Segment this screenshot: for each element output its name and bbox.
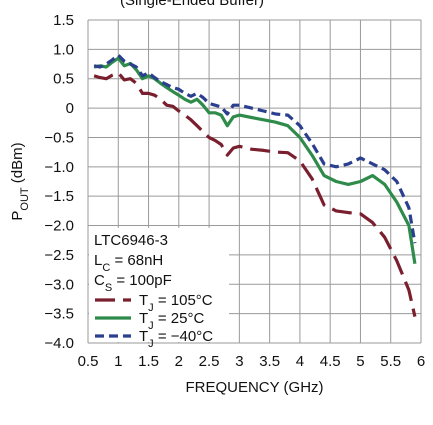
x-tick-label: 6 [417, 353, 425, 370]
y-axis-label: POUT (dBm) [9, 142, 31, 220]
condition-label-0: LTC6946-3 [94, 232, 168, 249]
y-tick-label: −1.5 [44, 188, 74, 205]
x-tick-label: 4 [296, 353, 304, 370]
grid-layer [87, 19, 422, 344]
y-tick-label: −2.5 [44, 247, 74, 264]
condition-label-1: LC = 68nH [94, 252, 163, 274]
x-tick-label: 3 [235, 353, 243, 370]
y-tick-label: 1.0 [53, 41, 74, 58]
legend-label-0: TJ = 105°C [139, 292, 213, 314]
x-axis-label: FREQUENCY (GHz) [185, 379, 323, 396]
x-tick-label: 2.5 [199, 353, 220, 370]
y-tick-label: −4.0 [44, 335, 74, 352]
x-tick-label: 3.5 [259, 353, 280, 370]
series-layer [93, 53, 417, 317]
legend-label-1: TJ = 25°C [139, 310, 204, 332]
x-tick-label: 1 [114, 353, 122, 370]
legend-box [89, 228, 229, 342]
chart-title: (Single-Ended Buffer) [120, 0, 264, 9]
x-tick-label: 5.5 [380, 353, 401, 370]
axis-layer: 1.5 1.0 0.5 0 −0.5 −1.0 −1.5 −2.0 −2.5 −3.0 −3.5 −4… [9, 12, 425, 396]
y-tick-label: 1.5 [53, 12, 74, 29]
x-tick-label: 5 [356, 353, 364, 370]
x-tick-label: 2 [175, 353, 183, 370]
y-tick-label: −1.0 [44, 159, 74, 176]
y-tick-label: 0.5 [53, 71, 74, 88]
y-tick-label: −3.0 [44, 276, 74, 293]
y-tick-label: 0 [66, 100, 74, 117]
x-tick-label: 0.5 [78, 353, 99, 370]
legend-label-2: TJ = −40°C [139, 328, 213, 350]
series-line-0 [93, 71, 417, 317]
series-line-2 [93, 53, 417, 244]
y-tick-label: −3.5 [44, 306, 74, 323]
y-tick-label: −2.0 [44, 218, 74, 235]
x-tick-label: 4.5 [320, 353, 341, 370]
x-tick-label: 1.5 [138, 353, 159, 370]
y-tick-label: −0.5 [44, 129, 74, 146]
condition-label-2: CS = 100pF [94, 272, 172, 294]
title-layer: (Single-Ended Buffer) [120, 0, 264, 9]
